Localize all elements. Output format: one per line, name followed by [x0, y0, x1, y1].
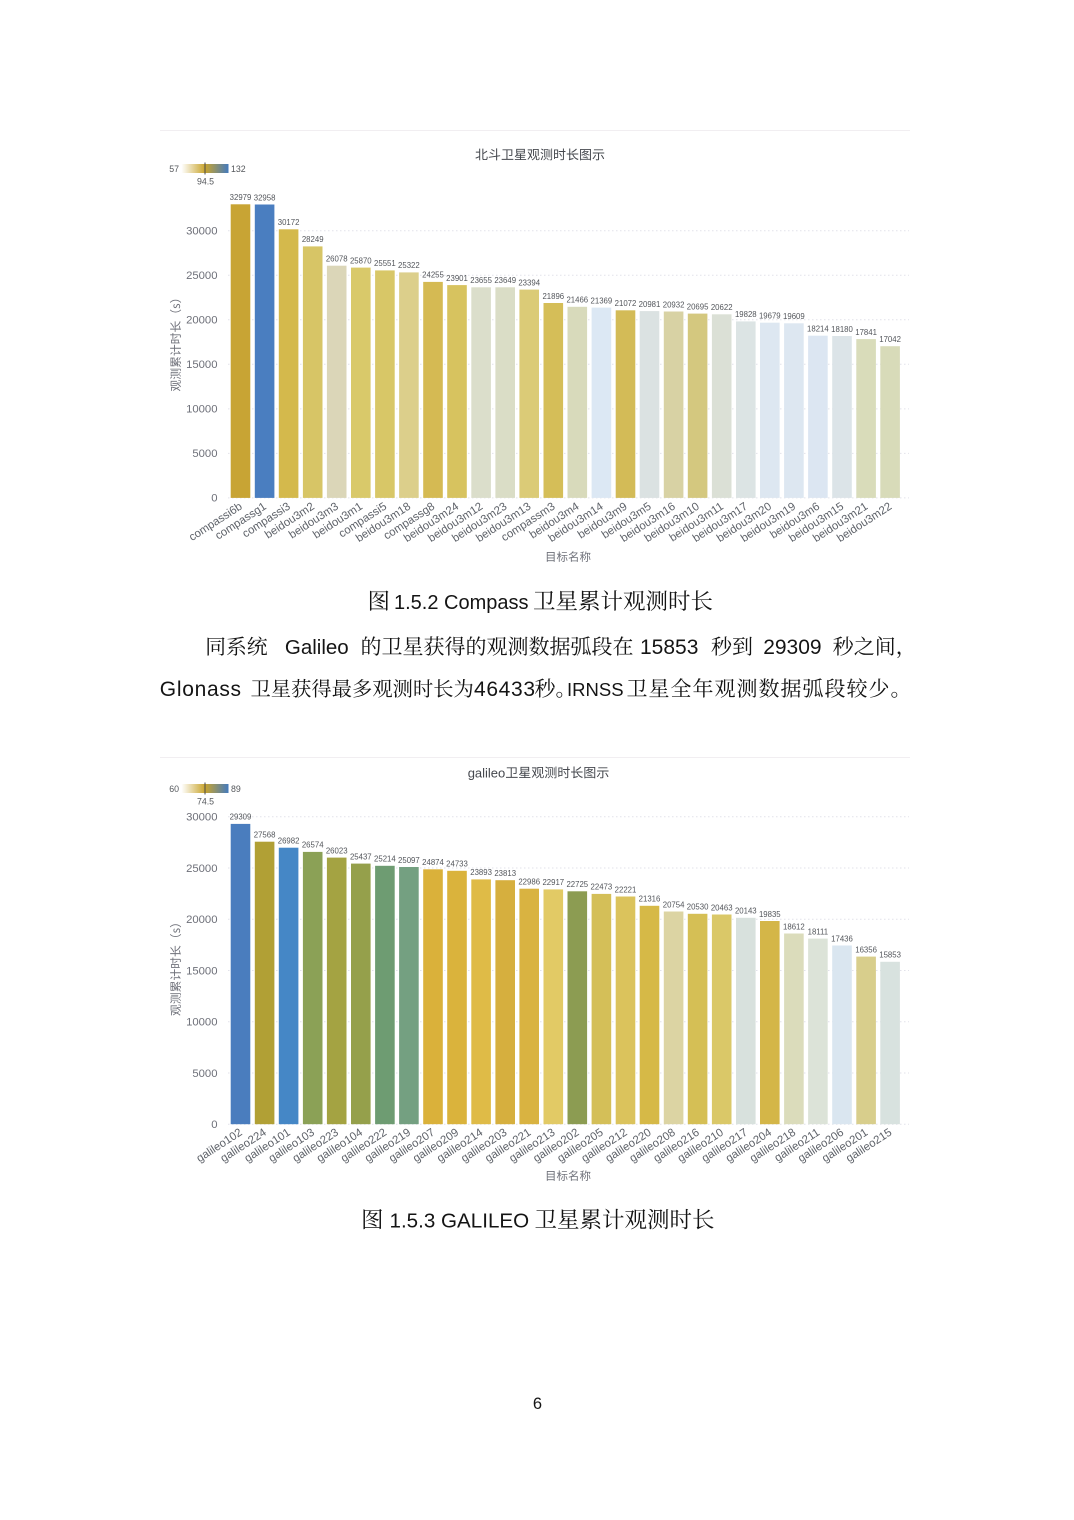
svg-text:26078: 26078: [326, 255, 348, 264]
svg-text:15853: 15853: [640, 636, 698, 659]
svg-text:132: 132: [231, 164, 246, 174]
svg-text:20000: 20000: [186, 315, 217, 327]
svg-text:30000: 30000: [186, 812, 217, 824]
svg-text:25551: 25551: [374, 259, 396, 268]
svg-text:21466: 21466: [566, 296, 588, 305]
svg-text:57: 57: [169, 164, 179, 174]
svg-text:18111: 18111: [808, 927, 829, 936]
svg-text:15000: 15000: [186, 359, 217, 371]
svg-text:23893: 23893: [470, 868, 492, 877]
svg-text:20622: 20622: [711, 303, 733, 312]
svg-text:17042: 17042: [879, 335, 901, 344]
svg-text:20754: 20754: [663, 900, 685, 909]
svg-text:18214: 18214: [807, 325, 829, 334]
svg-text:24733: 24733: [446, 860, 468, 869]
svg-text:19828: 19828: [735, 310, 757, 319]
svg-text:0: 0: [211, 1119, 217, 1131]
svg-text:23813: 23813: [494, 869, 516, 878]
svg-text:46433: 46433: [474, 678, 536, 701]
svg-text:25000: 25000: [186, 863, 217, 875]
svg-text:19835: 19835: [759, 910, 781, 919]
svg-text:60: 60: [169, 784, 179, 794]
svg-text:5000: 5000: [192, 448, 217, 460]
svg-text:Glonass: Glonass: [160, 678, 242, 701]
svg-text:1.5.3 GALILEO: 1.5.3 GALILEO: [390, 1210, 530, 1233]
svg-text:22473: 22473: [591, 883, 613, 892]
svg-text:Galileo: Galileo: [285, 636, 349, 659]
svg-text:29309: 29309: [230, 813, 252, 822]
svg-text:20143: 20143: [735, 907, 757, 916]
svg-text:23394: 23394: [518, 278, 540, 287]
svg-text:32979: 32979: [230, 193, 252, 202]
svg-text:26023: 26023: [326, 846, 348, 855]
svg-text:10000: 10000: [186, 404, 217, 416]
svg-text:23901: 23901: [446, 274, 468, 283]
svg-text:18612: 18612: [783, 922, 805, 931]
svg-text:23649: 23649: [494, 276, 516, 285]
svg-text:30000: 30000: [186, 226, 217, 238]
svg-text:22725: 22725: [566, 880, 588, 889]
svg-text:17436: 17436: [831, 934, 853, 943]
svg-text:1.5.2 Compass: 1.5.2 Compass: [394, 592, 529, 614]
svg-text:24255: 24255: [422, 271, 444, 280]
svg-text:25322: 25322: [398, 261, 420, 270]
svg-text:19609: 19609: [783, 312, 805, 321]
svg-text:89: 89: [231, 784, 241, 794]
svg-text:16356: 16356: [855, 945, 877, 954]
svg-text:94.5: 94.5: [197, 177, 214, 187]
svg-text:25870: 25870: [350, 256, 372, 265]
svg-text:0: 0: [211, 493, 217, 505]
svg-text:21072: 21072: [615, 299, 637, 308]
svg-text:23655: 23655: [470, 276, 492, 285]
svg-text:30172: 30172: [278, 218, 300, 227]
svg-text:20695: 20695: [687, 302, 709, 311]
svg-text:19679: 19679: [759, 312, 781, 321]
svg-text:15853: 15853: [879, 951, 901, 960]
svg-text:galileo: galileo: [468, 765, 506, 780]
svg-text:25097: 25097: [398, 856, 420, 865]
svg-text:21896: 21896: [542, 292, 564, 301]
svg-text:20981: 20981: [639, 300, 661, 309]
svg-text:22221: 22221: [615, 885, 637, 894]
svg-text:26574: 26574: [302, 841, 324, 850]
svg-text:17841: 17841: [855, 328, 877, 337]
svg-text:26982: 26982: [278, 837, 300, 846]
svg-text:IRNSS: IRNSS: [567, 679, 624, 700]
svg-text:10000: 10000: [186, 1017, 217, 1029]
svg-text:5000: 5000: [192, 1068, 217, 1080]
svg-text:25000: 25000: [186, 270, 217, 282]
svg-text:18180: 18180: [831, 325, 853, 334]
svg-text:21369: 21369: [591, 296, 613, 305]
svg-text:20932: 20932: [663, 300, 685, 309]
svg-text:22917: 22917: [542, 878, 564, 887]
svg-text:25214: 25214: [374, 855, 396, 864]
svg-text:25437: 25437: [350, 852, 372, 861]
svg-text:20000: 20000: [186, 914, 217, 926]
svg-text:21316: 21316: [639, 895, 661, 904]
svg-text:74.5: 74.5: [197, 797, 214, 807]
svg-text:29309: 29309: [763, 636, 821, 659]
svg-text:6: 6: [533, 1395, 542, 1413]
svg-text:28249: 28249: [302, 235, 324, 244]
svg-text:22986: 22986: [518, 878, 540, 887]
svg-text:20530: 20530: [687, 903, 709, 912]
svg-text:32958: 32958: [254, 193, 276, 202]
svg-text:24874: 24874: [422, 858, 444, 867]
svg-text:15000: 15000: [186, 965, 217, 977]
svg-text:27568: 27568: [254, 831, 276, 840]
svg-text:20463: 20463: [711, 903, 733, 912]
